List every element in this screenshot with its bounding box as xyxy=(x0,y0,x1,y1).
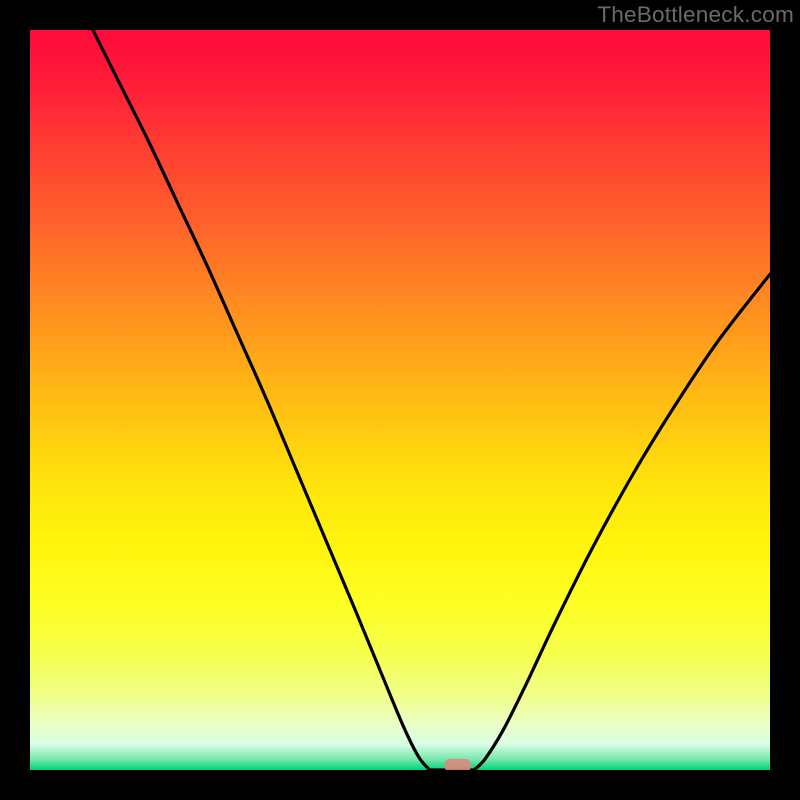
watermark-text: TheBottleneck.com xyxy=(597,2,794,28)
bottleneck-chart xyxy=(0,0,800,800)
gradient-background xyxy=(30,30,770,770)
chart-container: TheBottleneck.com xyxy=(0,0,800,800)
